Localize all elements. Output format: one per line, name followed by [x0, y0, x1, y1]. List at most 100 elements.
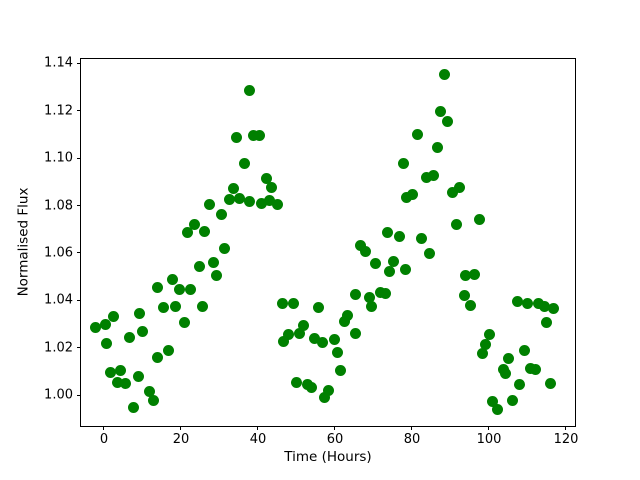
data-point	[398, 157, 410, 169]
data-point	[143, 386, 155, 398]
data-point	[100, 319, 112, 331]
data-point	[511, 296, 523, 308]
data-point	[522, 297, 534, 309]
data-point	[382, 227, 394, 239]
data-point	[293, 327, 305, 339]
data-point	[502, 352, 514, 364]
data-point	[208, 257, 220, 269]
data-point	[360, 246, 372, 258]
x-axis-tick	[565, 426, 567, 430]
x-tick-label: 120	[553, 432, 579, 447]
data-point	[162, 344, 174, 356]
data-point	[312, 302, 324, 314]
data-point	[308, 332, 320, 344]
x-axis-tick	[103, 426, 105, 430]
data-point	[442, 115, 454, 127]
y-tick-label: 1.14	[44, 55, 73, 71]
data-point	[105, 367, 117, 379]
data-point	[483, 328, 495, 340]
y-axis-tick	[77, 62, 81, 64]
data-point	[317, 336, 329, 348]
y-tick-label: 1.00	[44, 387, 73, 403]
data-point	[366, 301, 378, 313]
data-point	[460, 270, 472, 282]
data-point	[193, 261, 205, 273]
x-tick-label: 100	[476, 432, 502, 447]
data-point	[298, 320, 310, 332]
x-tick-label: 80	[403, 432, 421, 447]
data-point	[243, 196, 255, 208]
data-point	[465, 300, 477, 312]
x-axis-tick	[334, 426, 336, 430]
data-point	[152, 351, 164, 363]
y-axis-label: Normalised Flux	[15, 187, 32, 297]
data-point	[538, 300, 550, 312]
data-point	[335, 365, 347, 377]
data-point	[506, 394, 518, 406]
data-point	[319, 391, 331, 403]
data-point	[173, 283, 185, 295]
data-point	[151, 282, 163, 294]
data-point	[530, 363, 542, 375]
data-point	[170, 300, 182, 312]
data-point	[458, 290, 470, 302]
x-axis-tick	[180, 426, 182, 430]
x-axis-label: Time (Hours)	[284, 449, 372, 465]
data-point	[514, 379, 526, 391]
data-point	[272, 198, 284, 210]
y-tick-label: 1.10	[44, 150, 73, 166]
x-axis-tick	[488, 426, 490, 430]
y-tick-label: 1.12	[44, 103, 73, 119]
data-point	[167, 273, 178, 285]
y-tick-label: 1.04	[44, 292, 73, 308]
data-point	[480, 338, 492, 350]
y-axis-tick	[77, 299, 81, 301]
data-point	[255, 197, 267, 209]
data-point	[244, 84, 256, 96]
data-point	[227, 183, 239, 195]
data-point	[188, 218, 200, 230]
data-point	[329, 333, 341, 345]
data-point	[198, 226, 210, 238]
data-point	[123, 332, 135, 344]
data-point	[181, 227, 193, 239]
data-point	[332, 346, 344, 358]
data-point	[157, 301, 169, 313]
data-point	[115, 364, 127, 376]
data-point	[412, 128, 424, 140]
data-point	[400, 264, 412, 276]
x-axis-tick	[257, 426, 259, 430]
data-point	[545, 377, 557, 389]
data-point	[380, 287, 392, 299]
x-tick-label: 0	[99, 432, 109, 447]
x-tick-label: 40	[249, 432, 267, 447]
data-point	[421, 171, 433, 183]
data-point	[287, 298, 299, 310]
data-point	[134, 307, 146, 319]
data-point	[219, 242, 231, 254]
y-tick-label: 1.06	[44, 245, 73, 261]
plot-area: 0 20 40 60 80 100 120 1.00 1.02 1.04 1.06 1.08 1.10 1…	[44, 57, 578, 446]
data-point	[388, 255, 400, 267]
data-point	[438, 69, 450, 81]
data-point	[178, 317, 190, 329]
data-point	[306, 381, 317, 393]
data-point	[476, 347, 488, 359]
data-point	[137, 325, 149, 337]
y-axis-tick	[77, 347, 81, 349]
data-point	[215, 208, 227, 220]
data-point	[349, 327, 361, 339]
y-axis-tick	[77, 252, 81, 254]
data-point	[427, 169, 439, 181]
data-point	[265, 182, 277, 194]
data-point	[238, 158, 250, 170]
y-axis-tick	[77, 157, 81, 159]
data-point	[446, 187, 458, 199]
data-point	[107, 311, 119, 323]
data-point	[407, 189, 419, 201]
data-point	[282, 328, 294, 340]
y-tick-label: 1.08	[44, 198, 73, 214]
data-point	[349, 289, 361, 301]
data-point	[500, 368, 512, 380]
